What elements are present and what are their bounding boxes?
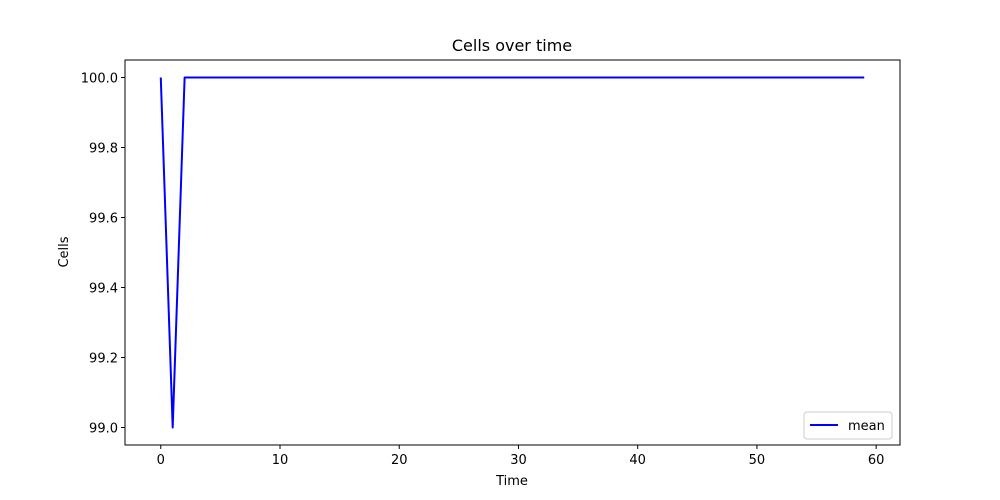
series-line-mean	[159, 76, 865, 429]
x-tick-label: 20	[391, 453, 408, 468]
y-tick-label: 99.0	[89, 422, 118, 437]
x-tick-label: 50	[749, 453, 766, 468]
legend-label-mean: mean	[848, 419, 885, 434]
y-axis: 99.0 99.2 99.4 99.6 99.8 100.0	[81, 72, 125, 437]
y-tick-label: 99.4	[89, 282, 118, 297]
x-tick-label: 30	[510, 453, 527, 468]
chart-title: Cells over time	[452, 36, 572, 55]
legend: mean	[803, 411, 893, 440]
x-axis-label: Time	[495, 474, 528, 489]
y-tick-label: 99.2	[89, 352, 118, 367]
x-axis: 0 10 20 30 40 50 60	[157, 445, 885, 468]
y-tick-label: 99.6	[89, 212, 118, 227]
y-axis-label: Cells	[57, 236, 72, 267]
plot-frame	[124, 59, 901, 446]
x-tick-label: 10	[272, 453, 289, 468]
y-tick-label: 100.0	[81, 72, 118, 87]
legend-box	[803, 411, 893, 440]
x-tick-label: 60	[868, 453, 885, 468]
x-tick-label: 0	[157, 453, 165, 468]
y-tick-label: 99.8	[89, 142, 118, 157]
plot-area	[159, 76, 865, 429]
x-tick-label: 40	[629, 453, 646, 468]
